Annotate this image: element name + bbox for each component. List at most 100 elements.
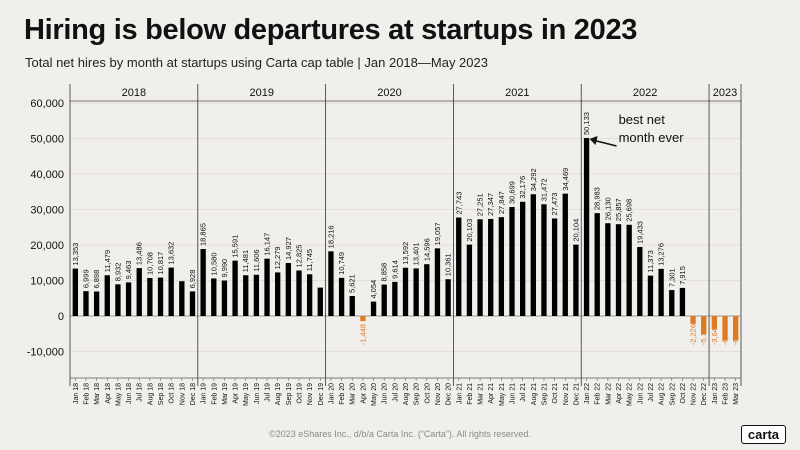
bar <box>72 268 78 316</box>
data-label: 34,469 <box>561 168 570 191</box>
y-tick-label: 20,000 <box>30 240 64 252</box>
y-tick-label: -10,000 <box>27 347 64 359</box>
bar <box>115 284 121 316</box>
bar <box>221 280 228 316</box>
x-tick-label: Aug 19 <box>275 383 282 405</box>
x-tick-label: Jun 19 <box>254 383 261 404</box>
data-label: 16,147 <box>263 233 272 256</box>
data-label: 4,054 <box>369 280 378 299</box>
x-tick-label: Dec 19 <box>318 383 325 405</box>
bar <box>562 193 568 316</box>
bar <box>445 279 451 316</box>
data-label: 6,928 <box>188 270 197 289</box>
bar <box>349 296 355 316</box>
bar <box>179 281 185 316</box>
x-tick-label: Dec 18 <box>190 383 197 405</box>
data-label: 10,361 <box>444 253 453 276</box>
x-tick-label: May 21 <box>499 383 506 406</box>
data-label: 27,251 <box>476 193 485 216</box>
x-tick-label: Mar 19 <box>222 383 229 405</box>
data-label: -5,120 <box>699 324 708 345</box>
y-tick-label: 60,000 <box>30 98 64 110</box>
x-tick-label: Feb 18 <box>83 383 90 405</box>
bar <box>211 278 217 316</box>
bar <box>402 267 409 316</box>
data-label: 14,596 <box>422 238 431 261</box>
bar <box>317 287 323 316</box>
x-tick-label: Sep 18 <box>158 383 165 405</box>
x-tick-label: Feb 20 <box>339 383 346 405</box>
bar <box>104 275 110 316</box>
x-tick-label: Jun 21 <box>510 383 517 404</box>
data-label: 27,347 <box>486 193 495 216</box>
data-label: 27,743 <box>454 192 463 215</box>
data-label: 13,592 <box>401 242 410 265</box>
x-tick-label: Apr 22 <box>616 383 623 404</box>
x-tick-label: Sep 21 <box>541 383 548 405</box>
bar <box>509 207 515 316</box>
bar <box>147 277 153 316</box>
data-label: 13,276 <box>657 243 666 266</box>
bar <box>168 267 174 316</box>
x-tick-label: Mar 23 <box>733 383 740 405</box>
data-label: -2,226 <box>689 324 698 345</box>
bar <box>189 291 196 316</box>
x-tick-label: Nov 22 <box>691 383 698 405</box>
bar <box>488 218 494 316</box>
bar <box>83 291 89 316</box>
data-label: 18,865 <box>199 223 208 246</box>
data-label: 13,401 <box>412 242 421 265</box>
x-tick-label: Dec 21 <box>573 383 580 405</box>
x-tick-label: May 18 <box>115 383 122 406</box>
data-label: 12,825 <box>294 245 303 268</box>
x-tick-label: Jun 22 <box>637 383 644 404</box>
x-tick-label: Oct 19 <box>296 383 303 404</box>
bar <box>456 217 462 316</box>
bar <box>733 316 739 341</box>
y-tick-label: 0 <box>58 311 64 323</box>
bar <box>679 287 686 316</box>
data-label: 25,698 <box>625 199 634 222</box>
data-label: 8,858 <box>380 263 389 282</box>
year-label: 2019 <box>249 87 273 99</box>
data-label: -6,850 <box>731 324 740 345</box>
bar <box>573 244 579 316</box>
bar <box>594 213 600 316</box>
data-label: 30,699 <box>508 181 517 204</box>
data-label: 28,983 <box>593 187 602 210</box>
bar <box>541 204 547 316</box>
y-tick-label: 50,000 <box>30 134 64 146</box>
x-tick-label: Nov 20 <box>435 383 442 405</box>
x-tick-label: Jan 20 <box>328 383 335 404</box>
x-tick-label: Jun 20 <box>382 383 389 404</box>
y-tick-label: 30,000 <box>30 205 64 217</box>
year-label: 2021 <box>505 87 529 99</box>
data-label: 20,104 <box>571 219 580 242</box>
x-tick-label: Jan 18 <box>73 383 80 404</box>
x-tick-label: Feb 22 <box>595 383 602 405</box>
x-tick-label: Dec 20 <box>446 383 453 405</box>
x-tick-label: May 20 <box>371 383 378 406</box>
bar <box>296 270 302 316</box>
x-tick-label: Jul 22 <box>648 383 655 402</box>
data-label: 11,745 <box>305 249 314 271</box>
x-tick-label: Jul 19 <box>265 383 272 402</box>
year-label: 2023 <box>713 87 737 99</box>
bar <box>200 249 206 316</box>
data-label: 11,373 <box>646 250 655 272</box>
data-label: 26,130 <box>603 197 612 220</box>
data-label: 11,479 <box>103 250 112 272</box>
bar <box>498 217 505 316</box>
x-tick-label: Jan 22 <box>584 383 591 404</box>
data-label: 50,133 <box>582 112 591 135</box>
data-label: 13,353 <box>71 243 80 266</box>
bar <box>424 264 430 316</box>
bar <box>157 277 164 316</box>
data-label: 13,632 <box>167 242 176 265</box>
bar <box>232 260 238 316</box>
data-label: 10,817 <box>156 252 165 275</box>
bar <box>413 268 419 316</box>
bar <box>338 277 345 316</box>
bar <box>360 316 366 322</box>
x-tick-label: Nov 21 <box>563 383 570 405</box>
